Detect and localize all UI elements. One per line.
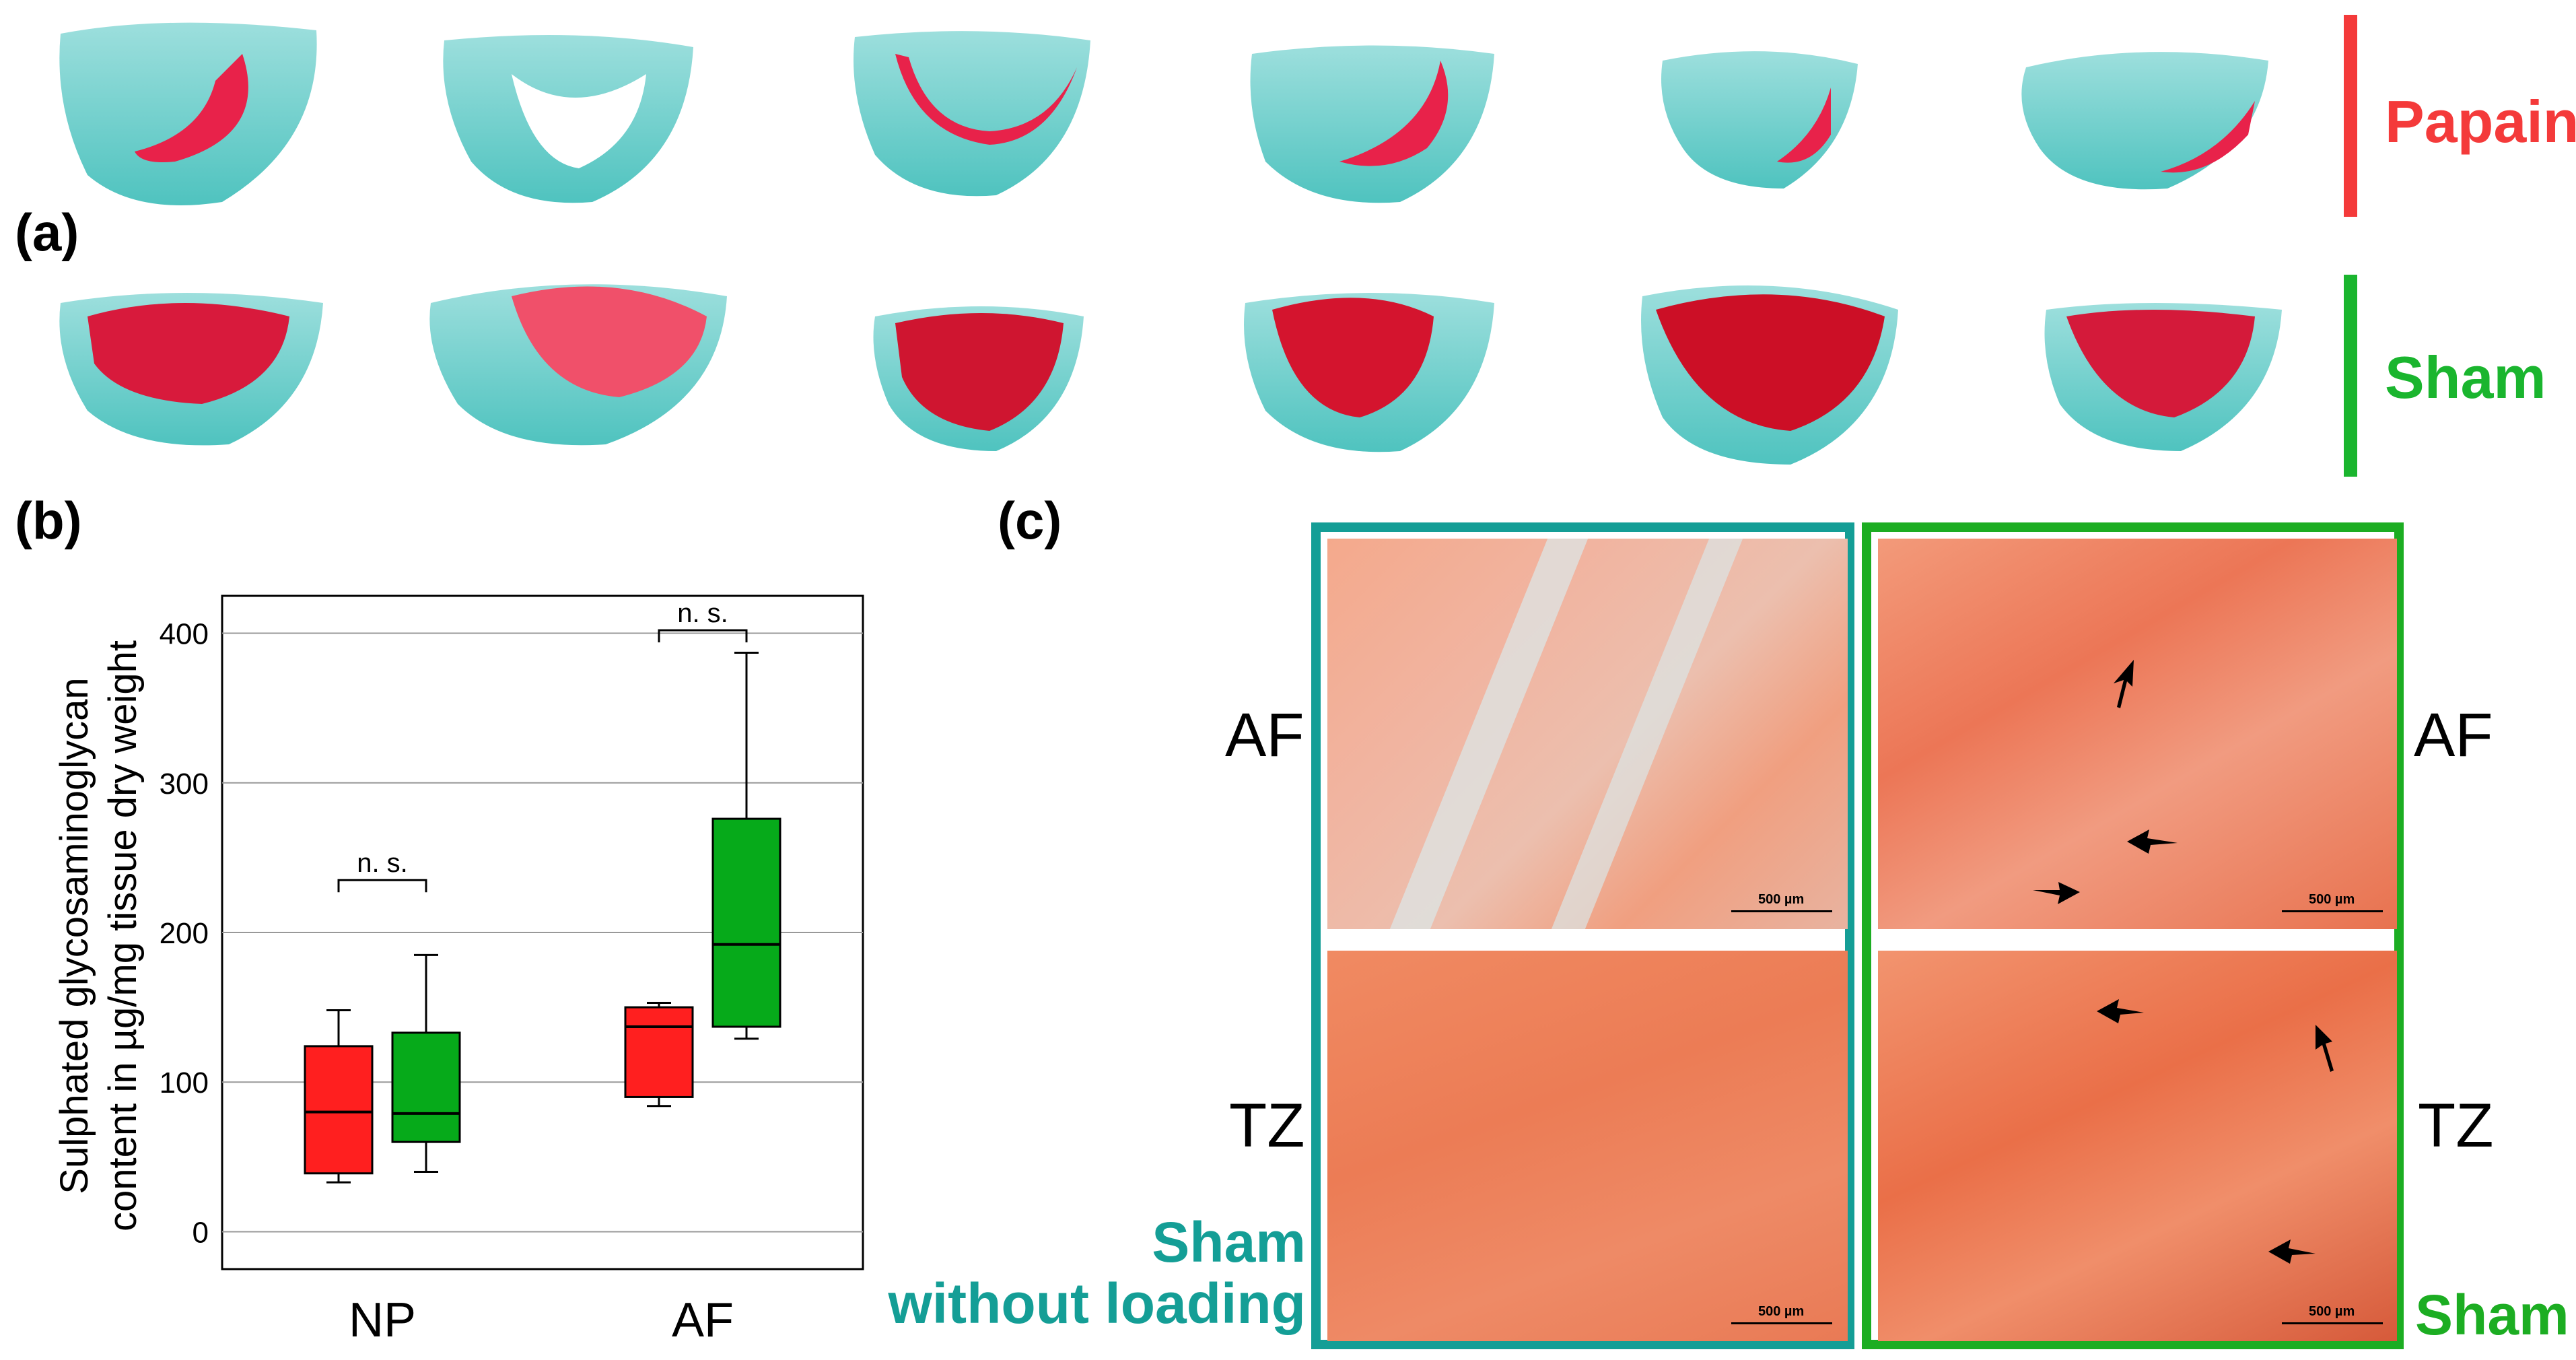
y-tick-label: 100 (160, 1066, 209, 1099)
sham-row-bar (2344, 275, 2357, 477)
arrow-icon (2114, 660, 2134, 708)
sham-section-3 (873, 306, 1084, 451)
box-papain-af (624, 1001, 694, 1108)
y-tick-labels: 0 100 200 300 400 (160, 618, 209, 1250)
sham-section-1 (59, 293, 323, 446)
panel-b-label: (b) (15, 491, 82, 550)
micrograph-af-sham-without-loading: 500 µm (1327, 539, 1848, 929)
panel-c-label: (c) (998, 491, 1062, 550)
sham-without-loading-frame: 500 µm 500 µm (1311, 522, 1854, 1349)
caption-sham-without-loading: Sham without loading (875, 1212, 1306, 1334)
significance-label: n. s. (357, 848, 408, 878)
arrow-icon (2268, 1239, 2316, 1264)
y-tick-label: 300 (160, 768, 209, 801)
row-label-tz-right: TZ (2418, 1091, 2494, 1160)
box-iqr (624, 1006, 694, 1098)
micrograph-tz-sham-without-loading: 500 µm (1327, 951, 1848, 1341)
panel-a-label: (a) (15, 203, 79, 262)
x-category-labels: NP AF (349, 1293, 734, 1347)
box-sham-af (711, 651, 781, 1040)
scale-bar-label: 500 µm (1758, 892, 1805, 907)
significance-bracket (658, 629, 748, 643)
significance-bracket (337, 879, 427, 893)
box-papain-np (304, 1009, 374, 1184)
x-category-label: AF (672, 1293, 734, 1347)
papain-section-2 (443, 35, 693, 203)
y-axis-label: Sulphated glycosaminoglycan content in µ… (53, 640, 145, 1231)
papain-section-3 (854, 31, 1090, 197)
arrow-icon (2097, 999, 2144, 1023)
scale-bar-label: 500 µm (1758, 1304, 1805, 1319)
y-tick-label: 0 (193, 1216, 209, 1249)
papain-section-6 (2021, 52, 2268, 190)
y-tick-label: 400 (160, 618, 209, 651)
row-label-tz-left: TZ (1229, 1091, 1305, 1160)
row-label-af-right: AF (2414, 701, 2493, 770)
annotations: n. s. n. s. (337, 599, 748, 893)
caption-line-2: without loading (888, 1271, 1306, 1335)
arrow-markers (2097, 999, 2334, 1264)
papain-row-bar (2344, 15, 2357, 217)
arrow-icon (2127, 829, 2178, 854)
section-images (59, 22, 2282, 465)
box-iqr (304, 1045, 374, 1175)
sham-section-2 (429, 284, 727, 446)
row-label-af-left: AF (1225, 701, 1304, 770)
arrow-icon (2316, 1025, 2334, 1072)
significance-label: n. s. (677, 599, 728, 628)
y-axis-label-line1: Sulphated glycosaminoglycan (53, 677, 96, 1194)
arrow-markers (2033, 660, 2178, 904)
scale-bar-label: 500 µm (2309, 892, 2355, 907)
caption-sham: Sham (2415, 1283, 2569, 1347)
y-axis-label-line2: content in µg/mg tissue dry weight (101, 640, 145, 1231)
y-tick-label: 200 (160, 917, 209, 950)
micrograph-af-sham: 500 µm (1878, 539, 2397, 929)
sham-section-5 (1641, 285, 1898, 465)
papain-section-5 (1661, 51, 1858, 189)
gag-boxplot: 0 100 200 300 400 n. s. n. s. NP AF Sulphated … (53, 594, 864, 1347)
box-iqr (711, 817, 781, 1028)
papain-section-1 (59, 22, 317, 206)
boxes (304, 651, 781, 1184)
papain-section-4 (1250, 45, 1494, 203)
box-iqr (391, 1031, 461, 1143)
papain-row-label: Papain (2385, 88, 2576, 155)
caption-line-1: Sham (1152, 1211, 1306, 1274)
box-sham-np (391, 953, 461, 1174)
sham-section-4 (1244, 293, 1494, 452)
sham-row-label: Sham (2385, 344, 2546, 411)
scale-bar-label: 500 µm (2309, 1304, 2355, 1319)
sham-section-6 (2044, 303, 2282, 451)
sham-frame: 500 µm 500 µm (1862, 522, 2404, 1349)
x-category-label: NP (349, 1293, 416, 1347)
micrograph-tz-sham: 500 µm (1878, 951, 2397, 1341)
arrow-icon (2033, 882, 2080, 904)
